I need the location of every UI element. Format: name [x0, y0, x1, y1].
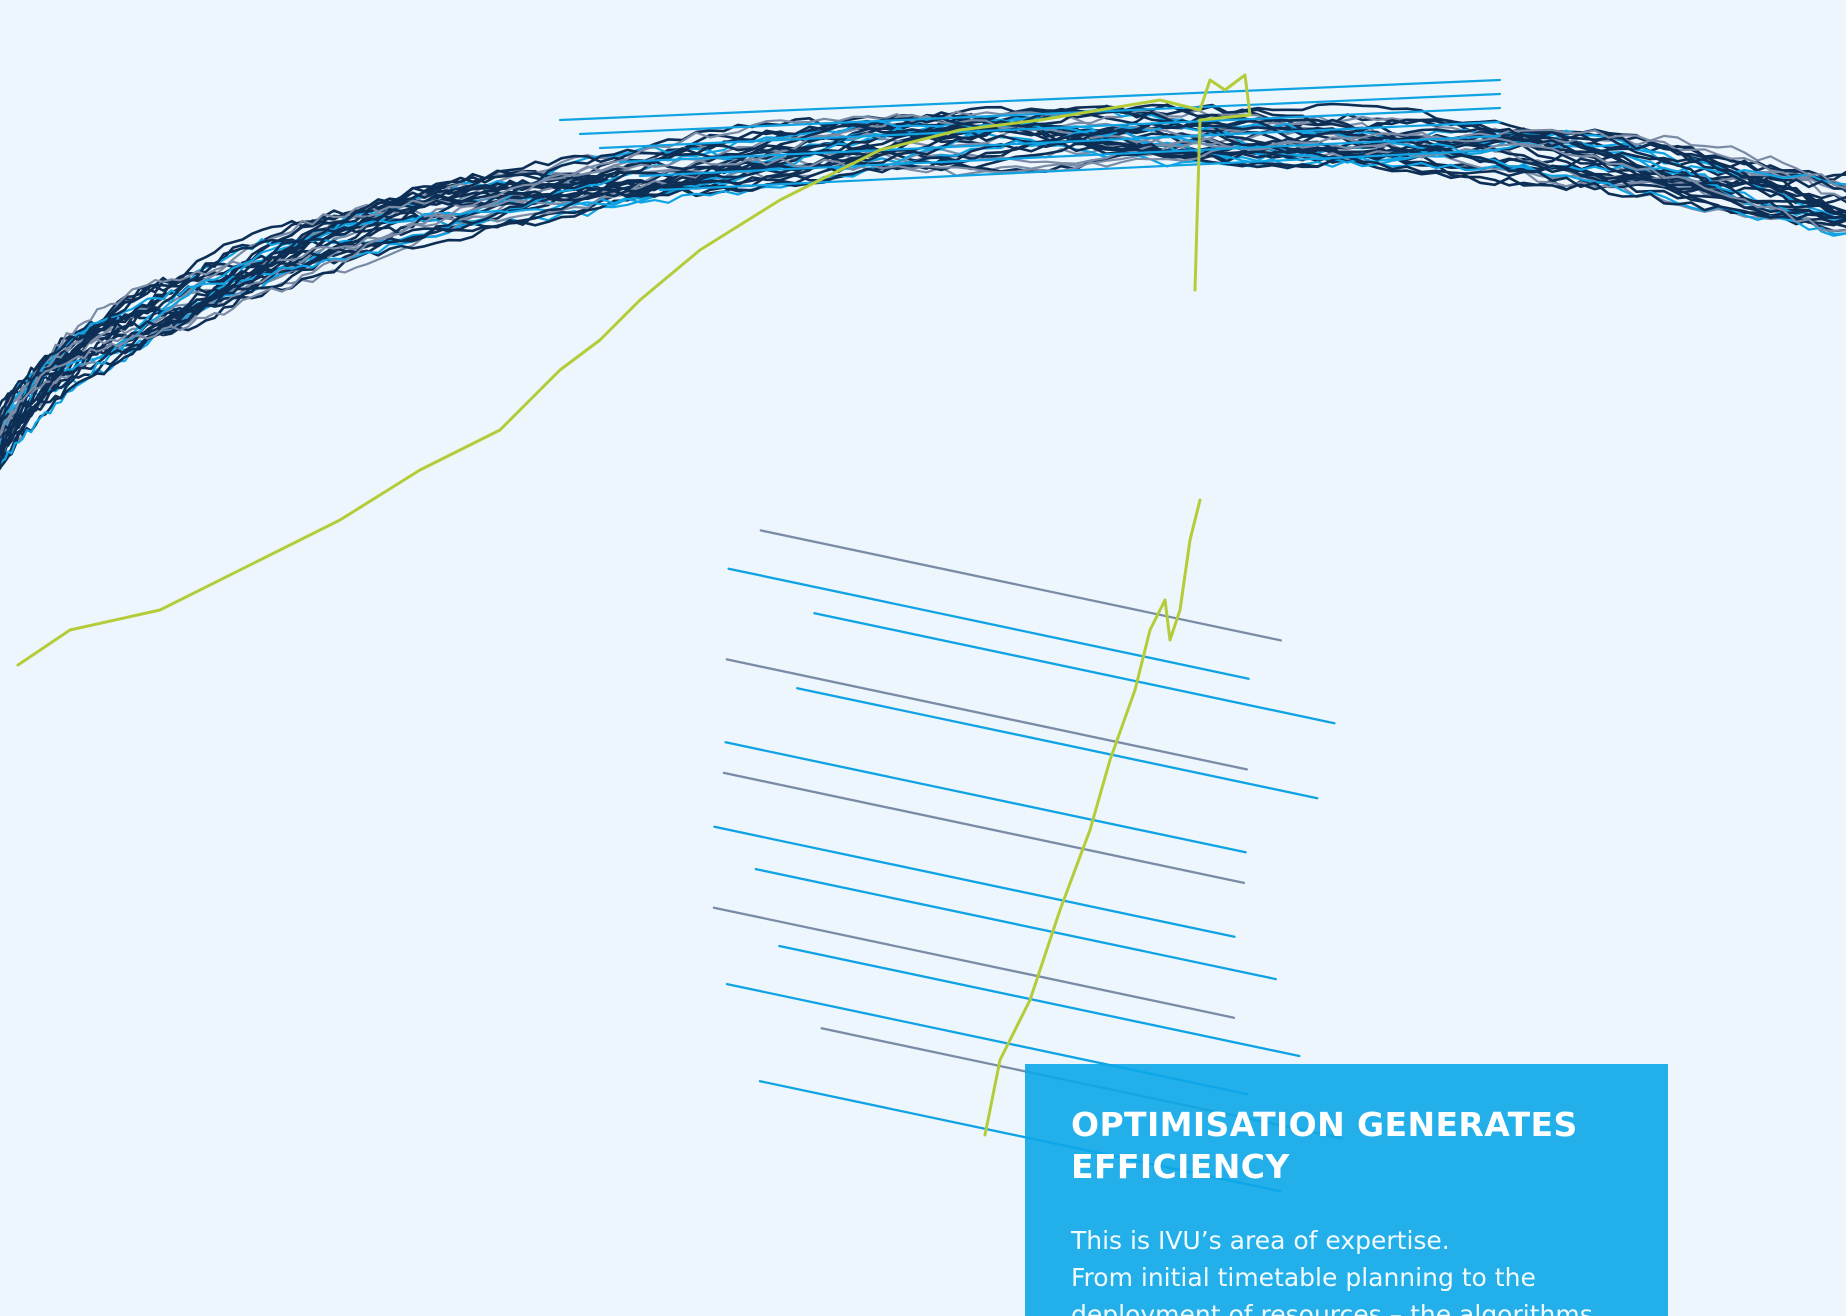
ring-series-line	[0, 116, 1846, 454]
ring-connector-line	[713, 825, 1236, 938]
ring-series-line	[0, 115, 1846, 442]
ring-rim-line	[618, 120, 1502, 164]
ring-series-line	[0, 115, 1846, 425]
info-box-title: OPTIMISATION GENERATES EFFICIENCY	[1071, 1105, 1578, 1186]
ring-connector-line	[725, 658, 1248, 771]
ring-rim-line	[598, 106, 1502, 150]
ring-connector-line	[724, 741, 1247, 854]
ring-series-line	[0, 124, 1846, 461]
ring-rim-line	[658, 148, 1502, 192]
ring-highlight-line	[983, 498, 1202, 1137]
ring-series-line	[0, 110, 1846, 417]
ring-series-line	[0, 119, 1846, 462]
ring-series-line	[0, 123, 1846, 471]
info-box-body-line: deployment of resources – the algorithms	[1071, 1300, 1593, 1316]
ring-connector-line	[778, 944, 1301, 1058]
ring-rim-line	[638, 134, 1502, 178]
ring-series-line	[0, 117, 1846, 424]
ring-connector-line	[727, 567, 1250, 680]
ring-connector-line	[813, 612, 1336, 725]
info-box: OPTIMISATION GENERATES EFFICIENCY This i…	[1025, 1064, 1668, 1316]
ring-series-line	[0, 122, 1846, 465]
ring-connector-line	[712, 906, 1236, 1019]
ring-line-group	[0, 73, 1846, 1193]
ring-rim-line	[578, 92, 1502, 136]
ring-connector-line	[796, 687, 1319, 800]
info-box-body-line: This is IVU’s area of expertise.	[1071, 1226, 1450, 1255]
ring-series-line	[0, 123, 1846, 463]
ring-rim-line	[558, 78, 1502, 122]
ring-connector-line	[754, 867, 1277, 981]
ring-series-line	[0, 130, 1846, 428]
ring-series-line	[0, 119, 1846, 440]
ring-series-line	[0, 107, 1846, 431]
ring-series-line	[0, 119, 1846, 458]
info-box-body-line: From initial timetable planning to the	[1071, 1263, 1536, 1292]
ring-series-line	[0, 123, 1846, 445]
ring-series-line	[0, 131, 1846, 437]
ring-connector-line	[722, 771, 1246, 885]
ring-connector-line	[759, 529, 1282, 642]
info-box-body: This is IVU’s area of expertise. From in…	[1071, 1222, 1622, 1316]
ring-highlight-line	[16, 73, 1252, 667]
